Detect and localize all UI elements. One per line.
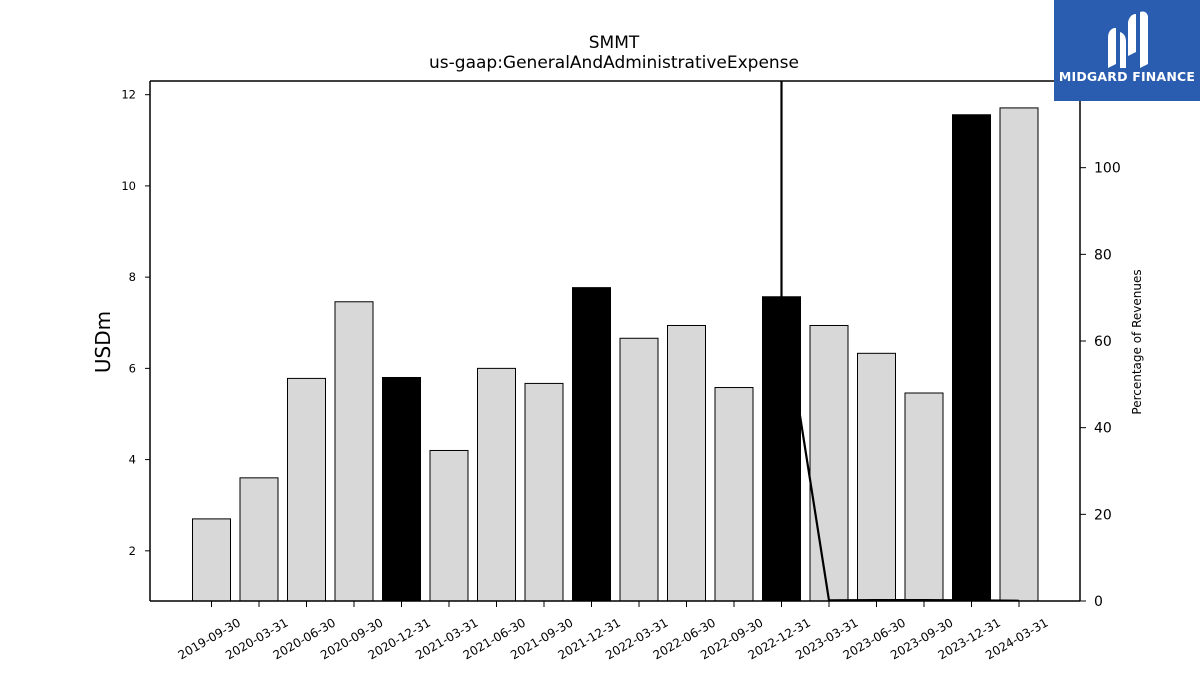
bar-2020-09-30 (334, 301, 374, 602)
y-tick-label-8: 8 (129, 270, 136, 284)
y-axis-right-label: Percentage of Revenues (1130, 269, 1144, 414)
bar-2020-12-31 (382, 376, 421, 602)
chart-title: SMMT (588, 33, 640, 53)
y-tick-label-2: 2 (129, 544, 136, 558)
y-right-tick-label-100: 100 (1094, 161, 1121, 177)
bar-2022-09-30 (714, 387, 754, 602)
bar-2021-06-30 (477, 367, 516, 602)
bar-2024-03-31 (999, 107, 1039, 602)
chart-subtitle: us-gaap:GeneralAndAdministrativeExpense (429, 53, 799, 73)
bar-2022-12-31 (762, 296, 801, 602)
bar-2021-12-31 (572, 287, 611, 602)
y-tick-label-4: 4 (129, 453, 136, 467)
y-tick-label-6: 6 (129, 361, 136, 375)
y-axis-label: USDm (91, 311, 115, 373)
bar-2020-06-30 (287, 377, 326, 602)
bar-2022-03-31 (619, 337, 659, 602)
bar-2023-09-30 (904, 392, 944, 602)
bar-2021-09-30 (524, 382, 564, 602)
y-right-tick-label-80: 80 (1094, 247, 1112, 263)
bar-2023-06-30 (857, 352, 896, 602)
bar-2021-03-31 (429, 449, 469, 602)
y-right-tick-label-0: 0 (1094, 594, 1103, 610)
bar-2022-06-30 (667, 324, 706, 602)
y-right-tick-label-20: 20 (1094, 507, 1112, 523)
y-right-tick-label-40: 40 (1094, 421, 1112, 437)
y-tick-label-12: 12 (121, 88, 136, 102)
brand-logo: MIDGARD FINANCE (1054, 0, 1200, 101)
bar-2023-03-31 (809, 324, 849, 602)
y-right-tick-label-60: 60 (1094, 334, 1112, 350)
bar-2023-12-31 (952, 114, 991, 602)
y-tick-label-10: 10 (121, 179, 136, 193)
bar-2019-09-30 (192, 518, 231, 602)
bar-2020-03-31 (239, 477, 279, 602)
logo-mark-icon (1108, 11, 1148, 68)
brand-name: MIDGARD FINANCE (1058, 69, 1196, 84)
